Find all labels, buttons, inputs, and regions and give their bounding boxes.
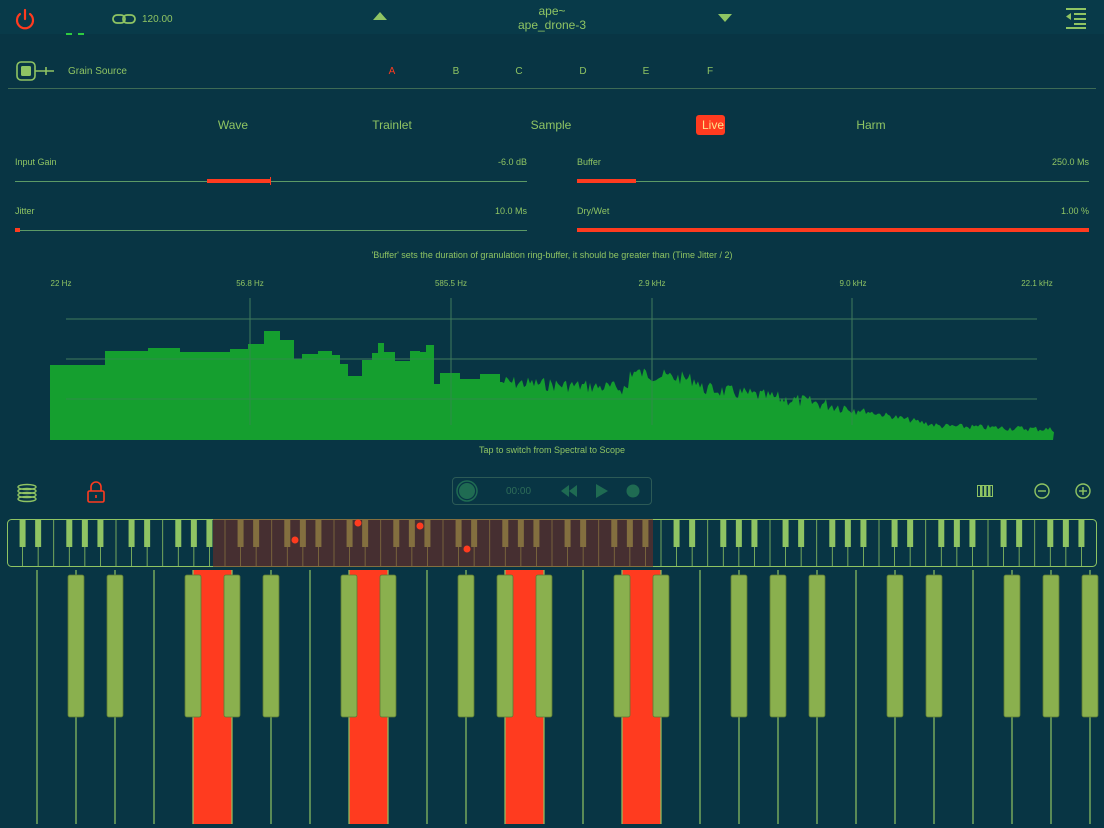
- play-icon[interactable]: [595, 483, 609, 499]
- source-tab-e[interactable]: E: [642, 66, 650, 77]
- dry-wet-value: 1.00 %: [1060, 206, 1089, 216]
- grain-source-label: Grain Source: [68, 66, 127, 77]
- freq-label: 2.9 kHz: [638, 279, 666, 288]
- source-tab-d[interactable]: D: [579, 66, 587, 77]
- freq-label: 9.0 kHz: [839, 279, 867, 288]
- buffer-slider-fill: [577, 179, 636, 183]
- tempo-value[interactable]: 120.00: [142, 14, 173, 25]
- mode-tab-harm[interactable]: Harm: [856, 118, 886, 132]
- record-arm-icon[interactable]: [456, 480, 478, 502]
- source-tab-b[interactable]: B: [452, 66, 460, 77]
- mode-tab-sample[interactable]: Sample: [530, 118, 572, 132]
- mode-tab-live[interactable]: Live: [696, 115, 725, 135]
- spectrum-curve: [50, 331, 1054, 440]
- freq-label: 56.8 Hz: [236, 279, 264, 288]
- link-icon[interactable]: [112, 12, 136, 26]
- mode-tab-wave[interactable]: Wave: [217, 118, 249, 132]
- piano-keyboard[interactable]: [0, 570, 1104, 828]
- buffer-label: Buffer: [577, 157, 601, 167]
- buffer-hint-text: 'Buffer' sets the duration of granulatio…: [371, 250, 733, 260]
- record-icon[interactable]: [626, 484, 640, 498]
- keyboard-layout-icon[interactable]: [977, 485, 993, 497]
- patch-name: ape~: [538, 4, 566, 18]
- dry-wet-slider-fill: [577, 228, 1089, 232]
- buffer-slider[interactable]: [577, 181, 1089, 182]
- rewind-icon[interactable]: [560, 484, 578, 498]
- keyboard-overview[interactable]: [7, 519, 1097, 567]
- freq-label: 585.5 Hz: [434, 279, 468, 288]
- preset-down-arrow-icon[interactable]: [718, 14, 732, 22]
- preset-name[interactable]: ape_drone-3: [517, 18, 587, 32]
- input-gain-slider-fill: [207, 179, 271, 183]
- zoom-out-icon[interactable]: [1034, 483, 1050, 499]
- source-tab-a[interactable]: A: [388, 66, 396, 77]
- divider: [8, 88, 1096, 89]
- jitter-value: 10.0 Ms: [494, 206, 527, 216]
- power-indicator: [66, 33, 84, 37]
- freq-label: 22.1 kHz: [1021, 279, 1053, 288]
- input-gain-slider-handle[interactable]: [270, 177, 271, 185]
- transport-panel: [452, 477, 652, 505]
- menu-collapse-icon[interactable]: [1064, 7, 1088, 29]
- jitter-slider-fill: [15, 228, 20, 232]
- lock-icon[interactable]: [86, 480, 106, 504]
- input-gain-value: -6.0 dB: [497, 157, 527, 167]
- preset-up-arrow-icon[interactable]: [373, 12, 387, 20]
- jitter-slider[interactable]: [15, 230, 527, 231]
- freq-label: 22 Hz: [50, 279, 72, 288]
- buffer-value: 250.0 Ms: [1051, 157, 1089, 167]
- top-bar: [0, 0, 1104, 34]
- zoom-in-icon[interactable]: [1075, 483, 1091, 499]
- spectrum-display[interactable]: [0, 290, 1104, 450]
- transport-time: 00:00: [506, 486, 532, 497]
- mode-tab-trainlet[interactable]: Trainlet: [372, 118, 412, 132]
- spring-icon[interactable]: [16, 481, 38, 503]
- source-tab-f[interactable]: F: [706, 66, 714, 77]
- input-gain-label: Input Gain: [15, 157, 57, 167]
- input-gain-slider[interactable]: [15, 181, 527, 182]
- source-tab-c[interactable]: C: [515, 66, 523, 77]
- jitter-label: Jitter: [15, 206, 35, 216]
- power-icon[interactable]: [14, 8, 36, 30]
- dry-wet-label: Dry/Wet: [577, 206, 610, 216]
- grain-source-icon[interactable]: [16, 61, 56, 81]
- spectrum-hint-text: Tap to switch from Spectral to Scope: [478, 445, 626, 455]
